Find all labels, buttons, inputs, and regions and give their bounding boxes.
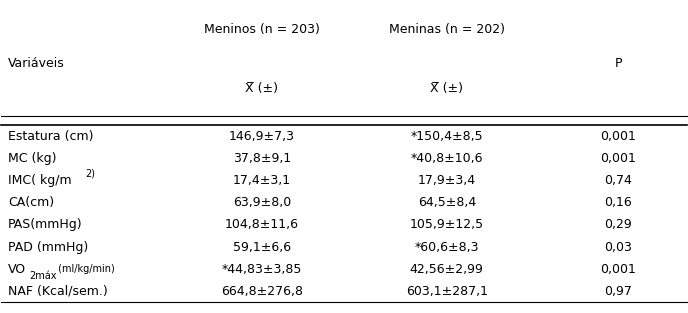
Text: IMC( kg/m: IMC( kg/m xyxy=(8,174,72,187)
Text: Estatura (cm): Estatura (cm) xyxy=(8,130,94,143)
Text: 59,1±6,6: 59,1±6,6 xyxy=(233,241,291,254)
Text: PAD (mmHg): PAD (mmHg) xyxy=(8,241,89,254)
Text: P: P xyxy=(614,57,622,70)
Text: MC (kg): MC (kg) xyxy=(8,152,56,165)
Text: PAS(mmHg): PAS(mmHg) xyxy=(8,218,83,231)
Text: 0,001: 0,001 xyxy=(600,152,636,165)
Text: 104,8±11,6: 104,8±11,6 xyxy=(225,218,299,231)
Text: NAF (Kcal/sem.): NAF (Kcal/sem.) xyxy=(8,285,108,298)
Text: X̅ (±): X̅ (±) xyxy=(246,82,278,95)
Text: 63,9±8,0: 63,9±8,0 xyxy=(233,196,291,209)
Text: *40,8±10,6: *40,8±10,6 xyxy=(411,152,483,165)
Text: 0,001: 0,001 xyxy=(600,263,636,276)
Text: 37,8±9,1: 37,8±9,1 xyxy=(233,152,291,165)
Text: 2): 2) xyxy=(85,169,95,179)
Text: 42,56±2,99: 42,56±2,99 xyxy=(410,263,484,276)
Text: Meninos (n = 203): Meninos (n = 203) xyxy=(204,23,320,36)
Text: 0,29: 0,29 xyxy=(604,218,632,231)
Text: 0,03: 0,03 xyxy=(604,241,632,254)
Text: Variáveis: Variáveis xyxy=(8,57,65,70)
Text: *60,6±8,3: *60,6±8,3 xyxy=(415,241,479,254)
Text: *150,4±8,5: *150,4±8,5 xyxy=(411,130,483,143)
Text: CA(cm): CA(cm) xyxy=(8,196,54,209)
Text: Meninas (n = 202): Meninas (n = 202) xyxy=(389,23,505,36)
Text: X̅ (±): X̅ (±) xyxy=(430,82,463,95)
Text: 0,001: 0,001 xyxy=(600,130,636,143)
Text: 0,74: 0,74 xyxy=(604,174,632,187)
Text: 146,9±7,3: 146,9±7,3 xyxy=(229,130,294,143)
Text: 64,5±8,4: 64,5±8,4 xyxy=(418,196,476,209)
Text: 17,9±3,4: 17,9±3,4 xyxy=(418,174,476,187)
Text: 17,4±3,1: 17,4±3,1 xyxy=(233,174,291,187)
Text: *44,83±3,85: *44,83±3,85 xyxy=(222,263,302,276)
Text: 0,16: 0,16 xyxy=(604,196,632,209)
Text: 603,1±287,1: 603,1±287,1 xyxy=(406,285,488,298)
Text: 664,8±276,8: 664,8±276,8 xyxy=(221,285,303,298)
Text: 0,97: 0,97 xyxy=(604,285,632,298)
Text: VO: VO xyxy=(8,263,26,276)
Text: (ml/kg/min): (ml/kg/min) xyxy=(55,264,115,274)
Text: 2máx: 2máx xyxy=(29,271,56,281)
Text: 105,9±12,5: 105,9±12,5 xyxy=(410,218,484,231)
